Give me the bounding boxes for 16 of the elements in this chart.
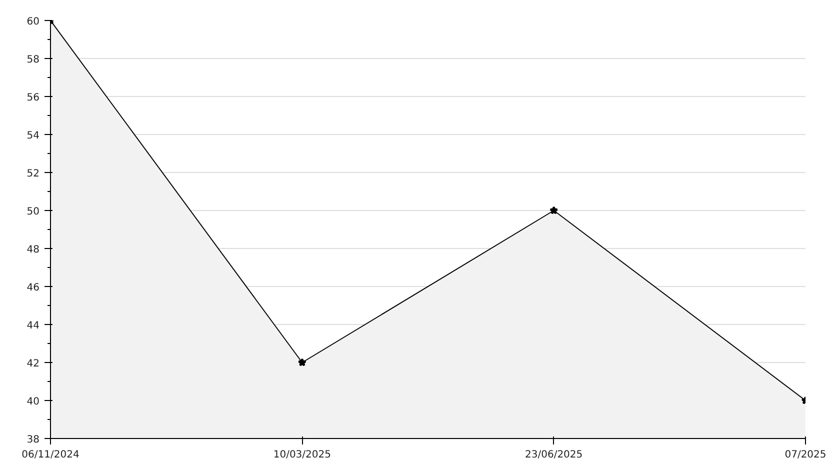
y-tick-label: 46 <box>26 282 40 294</box>
y-tick-label: 38 <box>26 434 40 446</box>
y-tick-label: 44 <box>26 320 40 332</box>
y-tick-label: 40 <box>26 396 40 408</box>
x-tick-label: 06/11/2024 <box>22 450 80 460</box>
y-tick-label: 54 <box>26 130 40 142</box>
y-tick-label: 58 <box>26 54 40 66</box>
y-tick-label: 42 <box>26 358 40 370</box>
y-tick-label: 52 <box>26 168 40 180</box>
y-tick-label: 56 <box>26 92 40 104</box>
x-tick-label: 07/2025 <box>784 450 826 460</box>
y-tick-label: 50 <box>26 206 40 218</box>
x-tick-label: 23/06/2025 <box>525 450 583 460</box>
y-tick-label: 48 <box>26 244 40 256</box>
y-tick-label: 60 <box>26 16 40 28</box>
x-tick-label: 10/03/2025 <box>273 450 331 460</box>
